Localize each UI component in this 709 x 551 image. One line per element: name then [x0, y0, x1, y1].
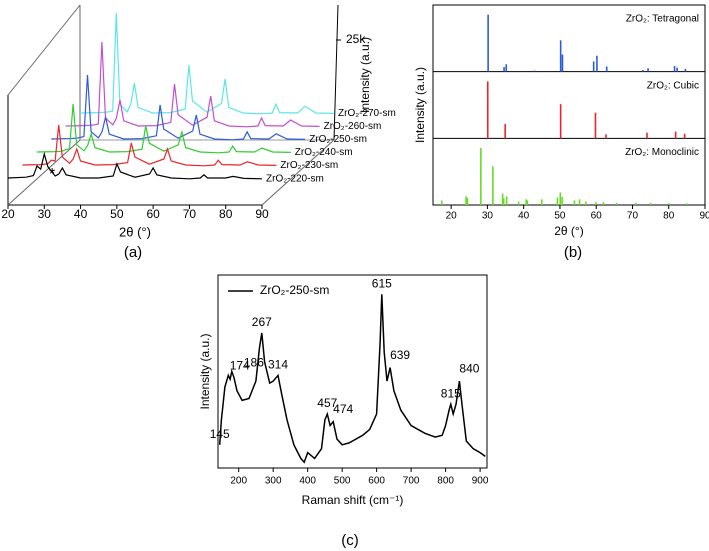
x-tick-label: 50 — [110, 207, 124, 221]
y-tick-label: 25k — [346, 32, 366, 46]
peak-label: 174 — [230, 359, 250, 373]
annotation: * — [49, 166, 55, 183]
peak-label: 314 — [268, 358, 288, 372]
x-tick-label: 70 — [183, 207, 197, 221]
series-line — [36, 103, 291, 154]
series-label: ZrO₂-270-sm — [338, 108, 396, 119]
x-tick-label: 20 — [1, 207, 15, 221]
series-line — [51, 74, 306, 141]
series-line — [22, 124, 277, 167]
x-axis-title: Raman shift (cm⁻¹) — [302, 493, 404, 507]
x-tick-label: 40 — [518, 211, 530, 222]
series-label: ZrO₂-220-sm — [266, 173, 324, 184]
x-axis-title: 2θ (°) — [119, 224, 151, 239]
x-axis-title: 2θ (°) — [554, 224, 583, 238]
peak-label: 145 — [210, 427, 230, 441]
series-line — [65, 41, 320, 128]
x-tick-label: 300 — [265, 476, 282, 487]
peak-label: 615 — [372, 276, 392, 290]
x-tick-label: 50 — [554, 211, 566, 222]
series-label: ZrO₂-230-sm — [280, 160, 338, 171]
x-tick-label: 20 — [446, 211, 458, 222]
series-label: ZrO₂: Cubic — [647, 80, 699, 91]
series-line — [218, 294, 486, 464]
peak-label: 267 — [252, 315, 272, 329]
peak-label: 457 — [317, 396, 337, 410]
series-line — [79, 12, 335, 115]
series-label: ZrO₂-260-sm — [324, 121, 382, 132]
peak-label: 840 — [459, 361, 479, 375]
series-line — [7, 151, 263, 180]
legend-label: ZrO₂-250-sm — [260, 283, 329, 297]
x-tick-label: 80 — [663, 211, 675, 222]
y-axis-title: Intensity (a.u.) — [358, 37, 372, 113]
x-tick-label: 80 — [219, 207, 233, 221]
x-tick-label: 700 — [403, 476, 420, 487]
panel-label: (b) — [564, 244, 582, 261]
x-tick-label: 90 — [699, 211, 709, 222]
x-tick-label: 400 — [299, 476, 316, 487]
series-label: ZrO₂-250-sm — [309, 134, 367, 145]
peak-label: 815 — [441, 386, 461, 400]
x-tick-label: 900 — [472, 476, 489, 487]
series-label: ZrO₂: Monoclinic — [625, 147, 699, 158]
x-tick-label: 90 — [255, 207, 269, 221]
x-tick-label: 30 — [38, 207, 52, 221]
x-tick-label: 500 — [334, 476, 351, 487]
frame — [261, 139, 335, 206]
peak-label: 474 — [333, 402, 353, 416]
plot-frame — [432, 4, 706, 206]
x-tick-label: 70 — [627, 211, 639, 222]
panel-label: (a) — [124, 244, 142, 261]
x-tick-label: 30 — [482, 211, 494, 222]
x-tick-label: 600 — [368, 476, 385, 487]
series-label: ZrO₂-240-sm — [295, 147, 353, 158]
panel-label: (c) — [341, 532, 359, 549]
x-tick-label: 200 — [230, 476, 247, 487]
x-tick-label: 40 — [74, 207, 88, 221]
series-label: ZrO₂: Tetragonal — [626, 14, 699, 25]
x-tick-label: 800 — [437, 476, 454, 487]
plot-frame — [217, 274, 488, 469]
frame — [7, 139, 81, 206]
frame — [333, 4, 339, 141]
frame — [7, 4, 81, 96]
y-axis-title: Intensity (a.u.) — [413, 67, 427, 143]
x-tick-label: 60 — [146, 207, 160, 221]
peak-label: 639 — [390, 348, 410, 362]
y-axis-title: Intensity (a.u.) — [198, 333, 212, 409]
x-tick-label: 60 — [591, 211, 603, 222]
peak-label: 186 — [244, 355, 264, 369]
